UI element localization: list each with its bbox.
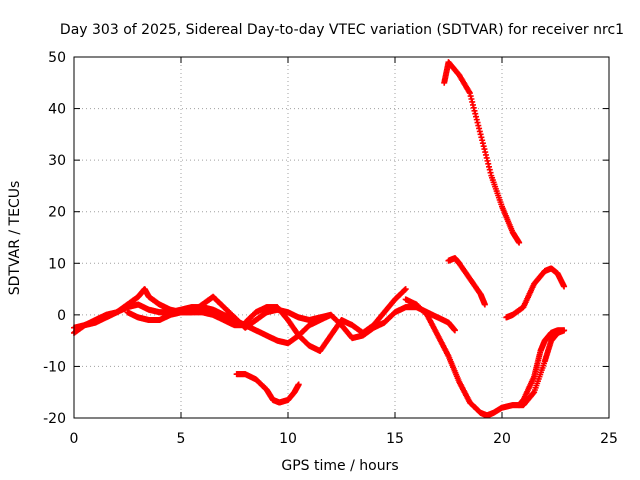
x-tick-label: 15 xyxy=(386,431,404,447)
data-point xyxy=(481,301,488,308)
y-tick-label: 20 xyxy=(48,205,66,221)
data-point xyxy=(402,286,409,293)
grid-lines xyxy=(74,57,609,418)
y-tick-label: 50 xyxy=(48,50,66,66)
x-tick-label: 10 xyxy=(279,431,297,447)
x-tick-label: 25 xyxy=(600,431,618,447)
series-arc-7 xyxy=(441,59,523,246)
y-axis-label: SDTVAR / TECUs xyxy=(7,181,23,296)
series-arc-4 xyxy=(242,286,409,354)
y-tick-label: 40 xyxy=(48,102,66,118)
data-point xyxy=(561,283,568,290)
y-tick-label: 0 xyxy=(57,308,66,324)
y-tick-label: 10 xyxy=(48,256,66,272)
x-tick-label: 5 xyxy=(177,431,186,447)
x-tick-label: 0 xyxy=(70,431,79,447)
series-arc-5 xyxy=(233,371,302,406)
series-arc-8 xyxy=(445,255,488,308)
x-axis-label: GPS time / hours xyxy=(281,458,398,474)
series-arc-10 xyxy=(516,327,568,409)
data-point xyxy=(295,381,302,388)
data-point xyxy=(516,239,523,246)
y-tick-label: 30 xyxy=(48,153,66,169)
plot-frame xyxy=(73,56,610,419)
data-marks xyxy=(71,59,568,419)
data-point xyxy=(561,327,568,334)
x-tick-labels: 0 5 10 15 20 25 xyxy=(70,431,618,447)
x-tick-label: 20 xyxy=(493,431,511,447)
y-tick-labels: -20 -10 0 10 20 30 40 50 xyxy=(43,50,66,427)
y-tick-label: -10 xyxy=(43,359,66,375)
data-point xyxy=(451,327,458,334)
y-tick-label: -20 xyxy=(43,411,66,427)
series-arc-6 xyxy=(402,296,568,419)
series-arc-9 xyxy=(503,265,568,321)
chart-title: Day 303 of 2025, Sidereal Day-to-day VTE… xyxy=(60,22,624,38)
axis-ticks xyxy=(73,56,610,419)
